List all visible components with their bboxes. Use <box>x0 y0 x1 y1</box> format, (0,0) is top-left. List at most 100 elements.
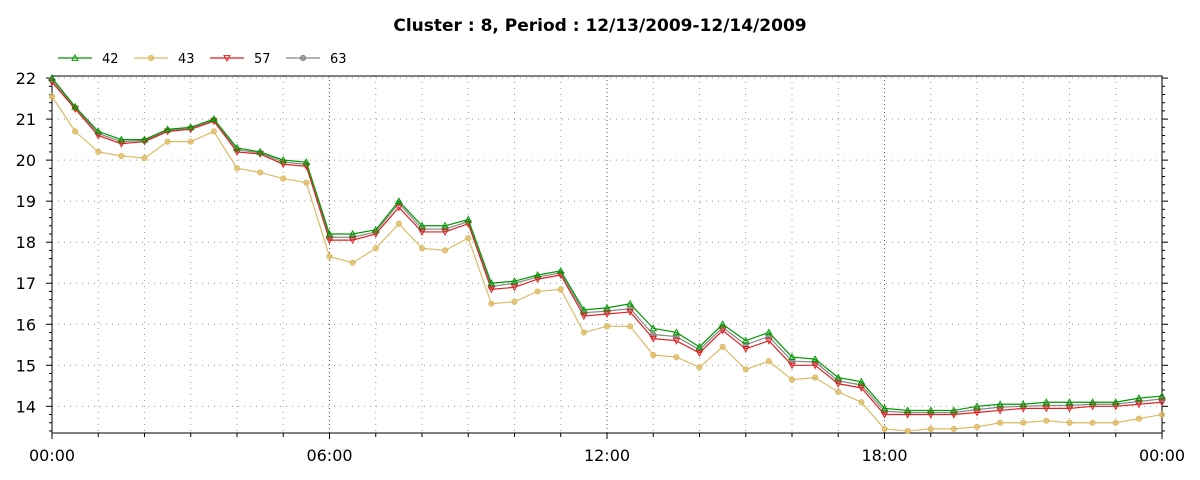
data-point-42 <box>765 328 773 336</box>
series-42 <box>48 74 1166 414</box>
y-tick-label: 17 <box>16 274 36 293</box>
data-point-57 <box>973 409 981 417</box>
data-point-57 <box>325 237 334 245</box>
data-point-57 <box>1065 405 1074 413</box>
legend-item-57: 57 <box>210 52 271 67</box>
data-point-43 <box>511 298 518 305</box>
y-tick-label: 15 <box>16 356 36 375</box>
y-tick-label: 14 <box>16 397 36 416</box>
data-point-57 <box>672 337 681 345</box>
y-tick-label: 21 <box>16 110 36 129</box>
data-point-57 <box>926 411 935 419</box>
y-tick-label: 19 <box>16 192 36 211</box>
data-point-43 <box>326 253 333 260</box>
chart-title: Cluster : 8, Period : 12/13/2009-12/14/2… <box>393 16 806 36</box>
data-point-43 <box>858 399 865 406</box>
data-point-42 <box>163 125 172 133</box>
data-point-43 <box>418 245 426 252</box>
data-point-43 <box>1066 419 1073 426</box>
data-point-42 <box>718 320 727 328</box>
data-point-57 <box>348 237 357 245</box>
data-point-43 <box>257 169 264 176</box>
x-tick-label: 18:00 <box>861 446 907 465</box>
data-point-42 <box>395 197 403 205</box>
data-point-57 <box>765 337 773 345</box>
data-point-42 <box>279 156 288 164</box>
data-point-57 <box>1042 405 1051 413</box>
data-point-57 <box>441 229 449 236</box>
legend-marker <box>147 54 155 62</box>
data-point-63 <box>627 305 634 312</box>
data-point-42 <box>1065 398 1074 406</box>
data-point-57 <box>741 345 750 353</box>
data-point-42 <box>695 342 704 350</box>
data-point-42 <box>950 406 958 414</box>
data-point-42 <box>580 305 588 313</box>
legend: 42 43 57 63 <box>58 52 347 67</box>
data-point-43 <box>696 364 703 371</box>
data-point-43 <box>280 175 287 182</box>
data-point-43 <box>927 425 934 432</box>
data-point-57 <box>48 79 56 87</box>
data-point-42 <box>71 102 79 110</box>
data-point-43 <box>997 419 1004 426</box>
data-point-42 <box>210 115 218 122</box>
data-point-57 <box>834 380 843 388</box>
data-point-57 <box>996 407 1004 415</box>
data-point-43 <box>881 425 888 432</box>
data-point-57 <box>950 411 958 419</box>
data-point-43 <box>349 259 356 266</box>
data-point-57 <box>1158 399 1166 407</box>
data-point-43 <box>372 245 379 252</box>
data-point-43 <box>465 234 472 242</box>
y-tick-label: 18 <box>16 233 36 252</box>
y-tick-label: 22 <box>16 69 36 88</box>
data-point-42 <box>1158 392 1166 399</box>
grid <box>52 76 1162 433</box>
data-point-42 <box>996 400 1004 408</box>
data-point-42 <box>857 377 866 385</box>
data-point-43 <box>1158 411 1166 418</box>
data-point-43 <box>1135 415 1142 422</box>
data-point-42 <box>140 135 149 143</box>
data-point-57 <box>418 229 426 236</box>
data-point-43 <box>1089 419 1096 426</box>
data-point-42 <box>556 266 565 274</box>
data-point-42 <box>371 225 380 233</box>
data-point-43 <box>742 366 749 373</box>
data-point-42 <box>1135 394 1143 402</box>
tick-labels: 00:00 06:00 12:00 18:00 00:00 14 15 16 17 18 19 20 2… <box>16 69 1185 465</box>
data-point-57 <box>487 286 496 294</box>
data-point-43 <box>1043 417 1050 424</box>
legend-label: 57 <box>254 52 271 67</box>
data-point-42 <box>672 328 681 336</box>
data-point-57 <box>533 276 542 284</box>
data-point-42 <box>834 373 843 381</box>
data-point-42 <box>233 143 241 151</box>
data-point-42 <box>186 123 195 131</box>
data-point-43 <box>603 323 611 330</box>
data-point-43 <box>719 343 726 350</box>
data-point-43 <box>1112 419 1119 426</box>
data-point-43 <box>1020 419 1027 426</box>
data-point-43 <box>187 138 194 145</box>
data-point-57 <box>94 132 103 140</box>
axes <box>46 75 1168 439</box>
data-point-42 <box>880 404 889 412</box>
data-point-43 <box>557 286 564 293</box>
legend-marker <box>71 53 79 61</box>
data-point-42 <box>903 406 912 414</box>
data-point-57 <box>903 411 912 419</box>
data-point-43 <box>72 128 79 135</box>
data-point-57 <box>580 313 588 321</box>
data-point-57 <box>233 149 241 156</box>
data-point-42 <box>48 74 56 81</box>
data-point-42 <box>1111 398 1120 406</box>
data-point-43 <box>788 376 796 383</box>
data-point-43 <box>650 351 657 359</box>
data-point-43 <box>303 179 310 186</box>
legend-marker <box>223 55 231 63</box>
data-point-42 <box>487 279 496 287</box>
